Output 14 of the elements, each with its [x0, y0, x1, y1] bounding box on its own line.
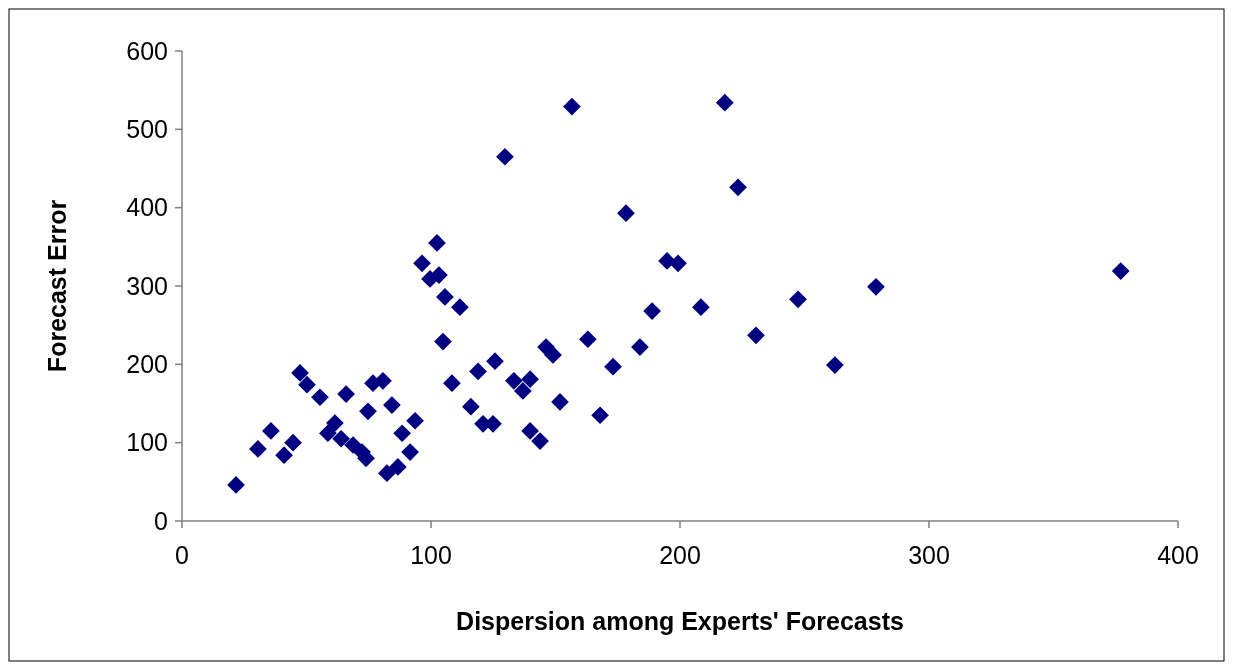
x-tick-label: 0 — [175, 541, 189, 569]
x-axis-title: Dispersion among Experts' Forecasts — [456, 607, 904, 635]
x-tick-label: 100 — [410, 541, 452, 569]
y-tick-label: 600 — [126, 36, 168, 65]
y-tick-label: 0 — [154, 506, 168, 535]
y-tick-label: 400 — [126, 193, 168, 222]
y-tick-label: 300 — [126, 271, 168, 300]
x-tick-label: 300 — [908, 541, 950, 569]
x-tick-label: 400 — [1157, 541, 1199, 569]
y-tick-label: 200 — [126, 350, 168, 379]
y-axis-title: Forecast Error — [43, 199, 71, 373]
y-tick-label: 100 — [126, 428, 168, 457]
y-tick-label: 500 — [126, 115, 168, 144]
x-tick-label: 200 — [659, 541, 701, 569]
